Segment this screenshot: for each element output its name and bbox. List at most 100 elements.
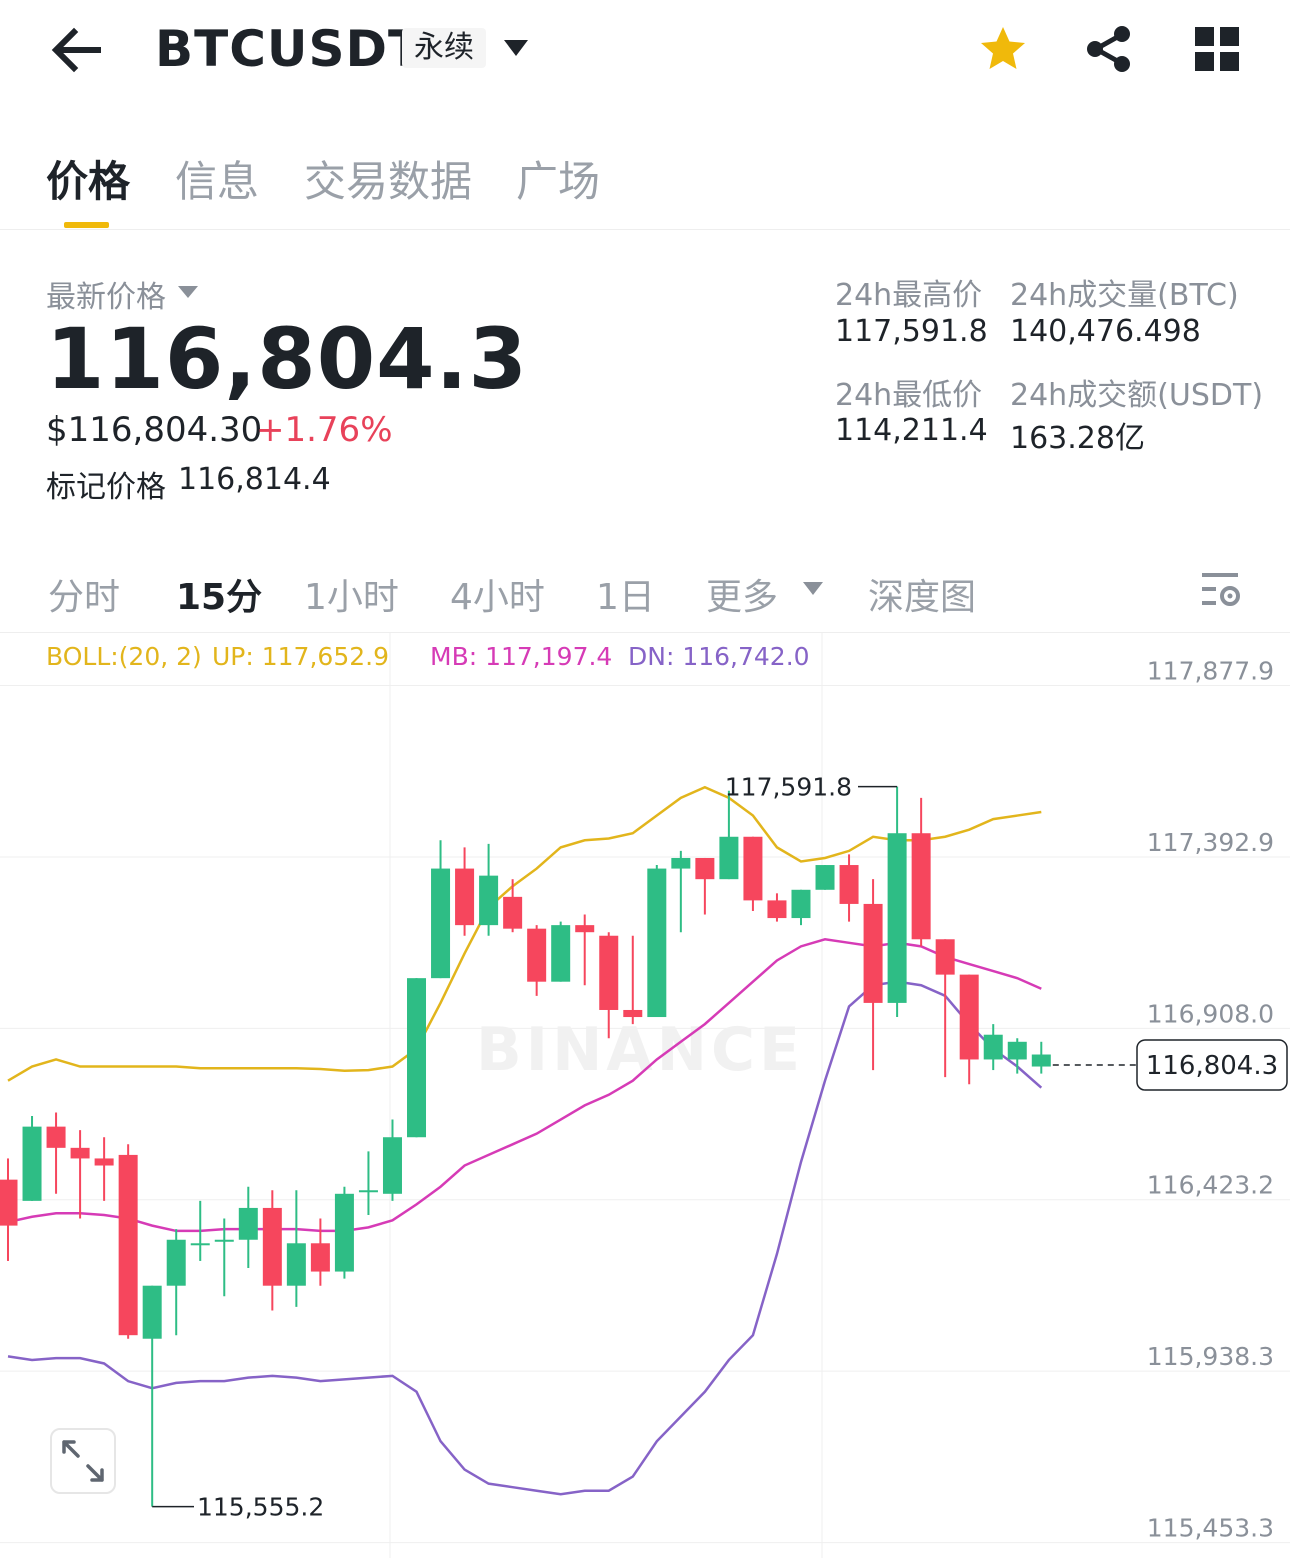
candle-body <box>142 1285 162 1339</box>
chart-top-divider <box>0 632 1290 633</box>
candle-body <box>262 1207 282 1286</box>
candle-body <box>911 833 931 940</box>
boll-params: BOLL:(20, 2) <box>46 642 202 671</box>
candle-body <box>719 836 739 880</box>
candle-body <box>310 1243 330 1272</box>
depth-chart-tab[interactable]: 深度图 <box>868 577 977 618</box>
y-axis-tick-label: 115,938.3 <box>1147 1342 1274 1371</box>
y-axis-tick-label: 117,877.9 <box>1147 657 1274 686</box>
y-axis-tick-label: 116,908.0 <box>1147 999 1274 1028</box>
candle-body <box>959 974 979 1060</box>
candle-body <box>935 939 955 975</box>
candle-body <box>767 900 787 919</box>
candle-body <box>1007 1041 1027 1060</box>
expand-icon <box>62 1440 104 1482</box>
usd-price: $116,804.30 <box>46 410 263 450</box>
candle-body <box>431 868 451 979</box>
chevron-down-icon[interactable] <box>803 582 823 595</box>
candle-body <box>887 833 907 1003</box>
latest-price-label[interactable]: 最新价格 <box>46 280 166 315</box>
current-price-label: 116,804.3 <box>1146 1051 1278 1081</box>
candle-body <box>623 1009 643 1018</box>
candle-body <box>863 903 883 1003</box>
candle-body <box>671 857 691 869</box>
candle-body <box>70 1147 90 1159</box>
boll-dn-value: DN: 116,742.0 <box>628 642 810 671</box>
candle-body <box>46 1126 66 1148</box>
candle-body <box>94 1158 114 1166</box>
interval-1h[interactable]: 1小时 <box>304 577 399 618</box>
candle-body <box>647 868 667 1018</box>
candle-body <box>214 1239 234 1242</box>
candle-body <box>791 889 811 919</box>
interval-15m[interactable]: 15分 <box>176 577 263 618</box>
y-axis-tick-label: 115,453.3 <box>1147 1514 1274 1543</box>
candle-body <box>983 1034 1003 1060</box>
symbol-title[interactable]: BTCUSDT <box>155 20 424 78</box>
candle-body <box>455 868 475 926</box>
y-axis-tick-label: 116,423.2 <box>1147 1171 1274 1200</box>
candle-body <box>839 865 859 904</box>
caret-down-icon[interactable] <box>178 286 198 298</box>
high-price-label: 117,591.8 <box>725 773 852 802</box>
candle-body <box>407 978 427 1138</box>
candle-body <box>190 1243 210 1246</box>
volume-btc-label: 24h成交量(BTC) <box>1010 278 1239 313</box>
share-icon[interactable] <box>1084 24 1134 74</box>
interval-1d[interactable]: 1日 <box>596 577 655 618</box>
volume-btc-value: 140,476.498 <box>1010 314 1201 349</box>
tab-square[interactable]: 广场 <box>516 157 601 206</box>
candle-body <box>286 1243 306 1286</box>
interval-4h[interactable]: 4小时 <box>450 577 545 618</box>
chevron-down-icon[interactable] <box>504 40 528 56</box>
current-price-box <box>1136 1039 1288 1091</box>
grid-icon[interactable] <box>1192 24 1242 74</box>
candle-body <box>382 1137 402 1194</box>
back-arrow-icon[interactable] <box>48 22 108 78</box>
tab-price[interactable]: 价格 <box>46 157 131 206</box>
candle-body <box>527 928 547 982</box>
y-axis-tick-label: 117,392.9 <box>1147 828 1274 857</box>
low-24h-value: 114,211.4 <box>835 413 988 448</box>
candle-body <box>0 1179 18 1226</box>
candle-body <box>599 935 619 1010</box>
boll-up-value: UP: 117,652.9 <box>212 642 389 671</box>
tab-info[interactable]: 信息 <box>175 157 260 206</box>
boll-mb-value: MB: 117,197.4 <box>430 642 613 671</box>
contract-type-badge: 永续 <box>402 28 486 68</box>
low-24h-label: 24h最低价 <box>835 378 983 413</box>
mark-price-value: 116,814.4 <box>178 462 331 497</box>
candle-body <box>334 1193 354 1272</box>
candle-body <box>479 875 499 926</box>
candle-body <box>815 865 835 890</box>
candle-body <box>238 1207 258 1240</box>
candle-body <box>695 857 715 880</box>
divider <box>0 229 1290 230</box>
candle-body <box>118 1154 138 1336</box>
candle-body <box>358 1190 378 1193</box>
volume-usdt-value: 163.28亿 <box>1010 421 1145 456</box>
star-icon[interactable] <box>978 24 1028 74</box>
tab-trading-data[interactable]: 交易数据 <box>304 157 473 206</box>
candlestick-chart[interactable]: BINANCE 117,877.9 117,392.9 116,908.0 116,42… <box>0 633 1290 1558</box>
interval-more[interactable]: 更多 <box>706 577 779 618</box>
interval-line[interactable]: 分时 <box>48 577 121 618</box>
candle-body <box>503 896 523 929</box>
active-tab-indicator <box>64 222 109 228</box>
fullscreen-button[interactable] <box>50 1428 116 1494</box>
candle-body <box>575 925 595 933</box>
volume-usdt-label: 24h成交额(USDT) <box>1010 378 1264 413</box>
watermark-text: BINANCE <box>476 1015 804 1085</box>
candle-body <box>1031 1054 1051 1067</box>
boll-up-line <box>7 785 1042 1082</box>
candle-body <box>551 925 571 982</box>
chart-settings-icon[interactable] <box>1198 570 1244 610</box>
mark-price-label: 标记价格 <box>46 470 166 505</box>
high-24h-label: 24h最高价 <box>835 278 983 313</box>
price-change-percent: +1.76% <box>256 410 393 450</box>
candle-body <box>743 836 763 901</box>
candle-body <box>166 1239 186 1286</box>
last-price: 116,804.3 <box>46 310 528 408</box>
low-price-label: 115,555.2 <box>197 1493 324 1522</box>
high-24h-value: 117,591.8 <box>835 314 988 349</box>
